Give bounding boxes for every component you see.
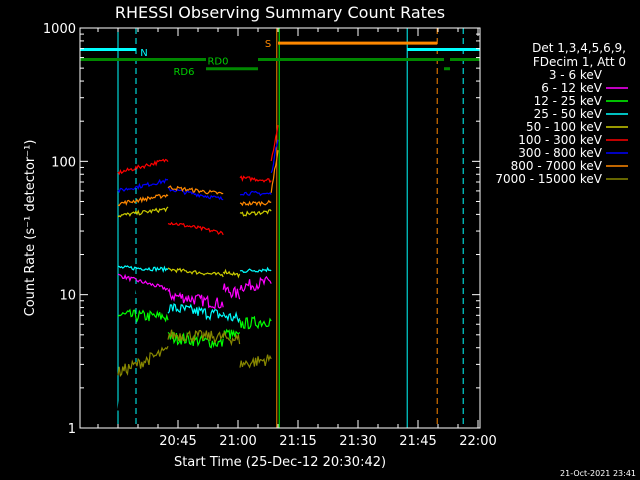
mode-label-rd6: RD6 (173, 67, 194, 78)
y-tick-label-2: 100 (51, 155, 76, 170)
legend-label-1: 6 - 12 keV (541, 81, 603, 95)
legend-label-6: 300 - 800 keV (518, 146, 602, 160)
x-tick-label-1: 21:00 (219, 434, 256, 449)
x-tick-label-0: 20:45 (159, 434, 196, 449)
series-line-3 (117, 265, 272, 324)
y-axis-label: Count Rate (s⁻¹ detector⁻¹) (23, 140, 38, 317)
legend-label-2: 12 - 25 keV (534, 94, 603, 108)
legend-label-8: 7000 - 15000 keV (495, 172, 602, 186)
legend-label-0: 3 - 6 keV (549, 68, 603, 82)
x-axis-label: Start Time (25-Dec-12 20:30:42) (174, 455, 386, 470)
x-tick-label-4: 21:45 (399, 434, 436, 449)
chart-title: RHESSI Observing Summary Count Rates (115, 3, 445, 22)
series-line-2 (117, 308, 272, 349)
legend-label-4: 50 - 100 keV (526, 120, 603, 134)
series-line-8 (117, 329, 272, 378)
series-line-5 (117, 125, 279, 236)
x-tick-label-5: 22:00 (459, 434, 496, 449)
series-line-6 (117, 139, 279, 201)
y-tick-label-1: 10 (59, 289, 76, 304)
series-line-7 (117, 150, 279, 207)
data-series (117, 125, 279, 411)
mode-label-s: S (265, 39, 271, 50)
legend-header-0: Det 1,3,4,5,6,9, (532, 41, 626, 55)
legend-header-1: FDecim 1, Att 0 (533, 55, 626, 69)
legend-label-3: 25 - 50 keV (534, 107, 603, 121)
annotation-vlines (117, 28, 464, 428)
footer-date: 21-Oct-2021 23:41 (560, 469, 636, 478)
y-tick-label-0: 1 (68, 422, 76, 437)
axis-ticks: 1 10 100 1000 20:45 21:00 21:15 21:30 21:45 22:00 (43, 22, 497, 449)
plot-frame (79, 27, 481, 429)
series-line-1 (117, 273, 272, 310)
mode-label-rd0: RD0 (207, 57, 228, 68)
x-tick-label-3: 21:30 (339, 434, 376, 449)
mode-label-n: N (140, 48, 147, 59)
observing-mode-bars: N S RD0 RD6 (80, 39, 480, 78)
legend-label-5: 100 - 300 keV (518, 133, 602, 147)
series-line-4 (117, 206, 272, 279)
x-tick-label-2: 21:15 (279, 434, 316, 449)
legend-label-7: 800 - 7000 keV (511, 159, 603, 173)
legend: Det 1,3,4,5,6,9,FDecim 1, Att 03 - 6 keV… (495, 41, 628, 186)
y-tick-label-3: 1000 (43, 22, 76, 37)
